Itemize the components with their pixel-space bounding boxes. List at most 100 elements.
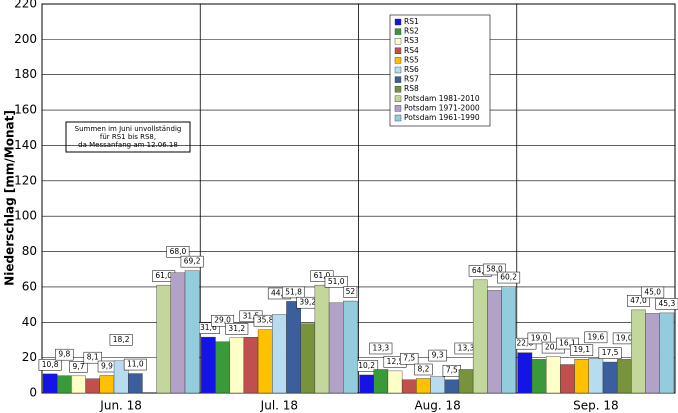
value-label: 31,5	[243, 311, 260, 320]
y-axis-title: Niederschlag [mm/Monat]	[3, 110, 17, 286]
legend-swatch	[394, 105, 402, 112]
bar	[85, 378, 101, 394]
bar	[531, 359, 547, 394]
y-tick-label: 180	[14, 67, 37, 81]
value-label: 9,8	[58, 350, 70, 359]
annotation: für RS1 bis RS8,	[100, 133, 156, 141]
legend-swatch	[394, 76, 402, 83]
bar	[314, 284, 330, 394]
value-label: 51,0	[328, 277, 345, 286]
value-label-box	[123, 358, 147, 371]
x-tick-label: Sep. 18	[573, 399, 619, 413]
bar	[343, 300, 358, 394]
value-label: 16,1	[559, 339, 576, 348]
annotation-box	[65, 121, 191, 153]
value-label: 31,6	[200, 323, 217, 332]
bar	[156, 284, 172, 394]
value-label: 52	[346, 287, 356, 296]
bar	[128, 373, 143, 394]
value-label: 8,2	[417, 365, 429, 374]
value-label: 60,2	[500, 273, 517, 282]
value-label: 44,4	[271, 288, 288, 297]
y-tick-label: 220	[14, 0, 37, 11]
value-label-box	[324, 276, 348, 288]
value-label: 47,0	[630, 296, 647, 305]
bar	[545, 356, 561, 394]
bar	[430, 376, 445, 394]
bar	[659, 312, 675, 394]
value-label-box	[497, 271, 521, 284]
value-label-box	[400, 352, 419, 365]
bar	[170, 272, 186, 394]
bar	[416, 378, 431, 394]
value-label: 12,5	[387, 357, 404, 366]
value-label-box	[343, 286, 358, 298]
bar	[501, 286, 516, 394]
y-tick-label: 160	[14, 103, 37, 117]
value-label: 29,0	[214, 316, 231, 325]
y-tick-label: 40	[22, 315, 37, 329]
value-label: 10,2	[358, 361, 375, 370]
value-label-box	[282, 286, 306, 299]
legend-label: Potsdam 1981-2010	[404, 94, 480, 103]
bar	[458, 369, 474, 394]
value-label-box	[69, 361, 88, 373]
value-label-box	[83, 351, 102, 364]
value-label-box	[38, 359, 62, 371]
bar	[71, 375, 86, 394]
y-tick-label: 140	[14, 138, 37, 152]
bar	[387, 370, 403, 394]
legend-label: RS4	[404, 46, 419, 55]
legend-swatch	[394, 95, 402, 103]
y-tick-label: 20	[22, 350, 37, 364]
value-label: 51,8	[285, 287, 302, 296]
legend-swatch	[394, 66, 402, 74]
legend-label: RS3	[404, 36, 419, 45]
value-label: 8,1	[87, 353, 99, 362]
x-tick-label: Jul. 18	[260, 399, 298, 413]
legend-swatch	[394, 47, 402, 54]
legend-swatch	[394, 38, 402, 45]
bar	[517, 352, 533, 394]
value-label: 9,3	[432, 351, 444, 360]
value-label: 31,2	[228, 324, 245, 333]
bar	[272, 314, 287, 394]
value-label-box	[482, 263, 506, 276]
value-label: 19,1	[573, 345, 590, 354]
legend-label: Potsdam 1971-2000	[404, 103, 480, 112]
legend-swatch	[394, 57, 402, 64]
value-label-box	[641, 286, 665, 299]
legend-box	[389, 14, 491, 127]
value-label: 69,2	[184, 257, 201, 266]
value-label: 58,0	[486, 264, 503, 273]
y-tick-label: 0	[29, 386, 37, 400]
value-label: 19,0	[531, 333, 548, 342]
bar	[42, 373, 58, 394]
value-label: 7,5	[446, 366, 458, 375]
value-label: 35,8	[257, 316, 274, 325]
bar	[215, 341, 230, 394]
value-label: 20,6	[545, 343, 562, 352]
value-label: 61,0	[155, 271, 172, 280]
value-label: 45,3	[659, 299, 676, 308]
y-tick-label: 80	[22, 244, 37, 258]
value-label: 19,0	[616, 333, 633, 342]
annotation: da Messanfang am 12.06.18	[78, 141, 178, 149]
bar	[201, 336, 216, 394]
legend-swatch	[394, 28, 402, 35]
value-label: 11,0	[127, 360, 144, 369]
value-label: 9,7	[73, 362, 85, 371]
value-label: 9,9	[101, 361, 113, 370]
bar	[99, 375, 115, 394]
bar	[588, 358, 604, 394]
bar	[574, 359, 589, 394]
value-label-box	[369, 342, 393, 355]
legend-label: RS5	[404, 55, 419, 64]
legend-label: RS2	[404, 27, 419, 36]
bar	[257, 329, 273, 394]
value-label-box	[428, 349, 447, 362]
bar	[645, 313, 660, 394]
value-label-box	[598, 347, 622, 359]
value-label: 10,8	[42, 360, 59, 369]
